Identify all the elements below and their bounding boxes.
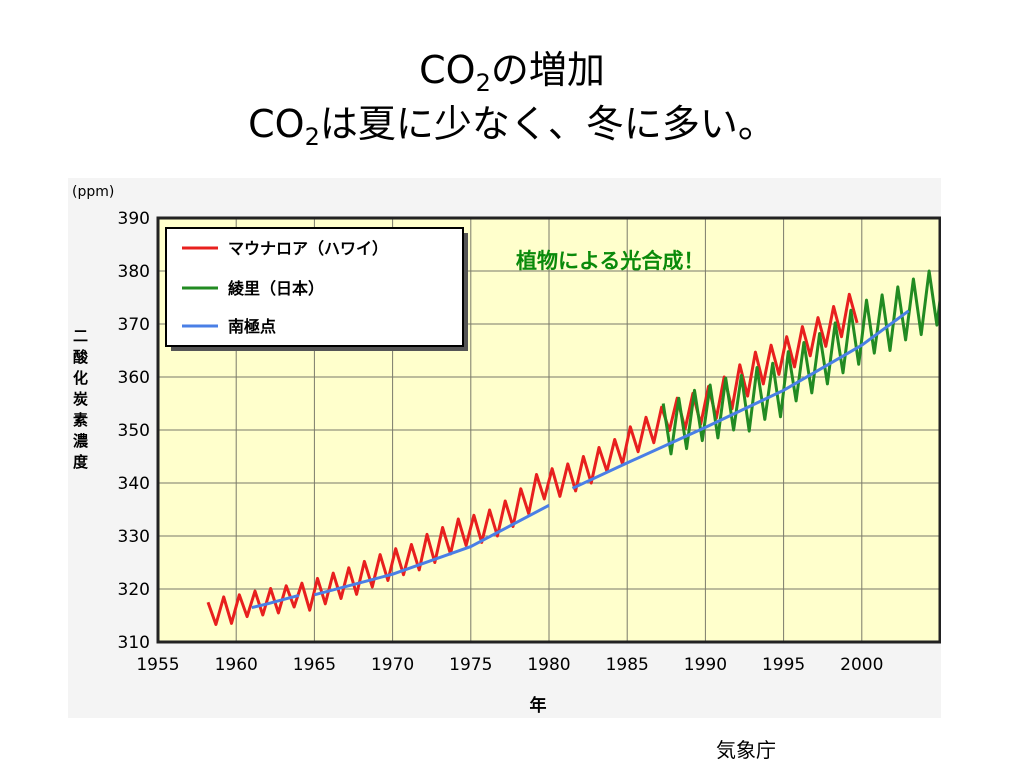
south-pole-line <box>571 309 910 490</box>
y-unit-label: (ppm) <box>72 184 114 200</box>
co2-line-chart: 310 320 330 340 350 360 370 380 390 1955 1960 1965… <box>71 184 941 716</box>
title-subscript: 2 <box>304 123 320 151</box>
legend-label-south-pole: 南極点 <box>228 317 276 336</box>
legend-label-ryori: 綾里（日本） <box>228 279 324 298</box>
title-co-text: CO <box>419 48 476 92</box>
photosynthesis-annotation: 植物による光合成！ <box>516 249 704 273</box>
y-tick-labels: 310 320 330 340 350 360 370 380 390 <box>118 209 150 653</box>
title-suffix-text: の増加 <box>490 48 605 92</box>
x-tick-label: 1975 <box>449 655 492 675</box>
x-tick-label: 1985 <box>606 655 649 675</box>
slide-title-line1: CO2の増加 <box>0 48 1024 97</box>
chart-panel: 310 320 330 340 350 360 370 380 390 1955 1960 1965… <box>68 178 941 718</box>
title-subscript: 2 <box>475 69 491 97</box>
series-lines <box>206 269 941 626</box>
x-tick-label: 1955 <box>136 655 179 675</box>
x-tick-label: 1965 <box>293 655 336 675</box>
x-tick-labels: 1955 1960 1965 1970 1975 1980 1985 1990 1995 2000 <box>136 655 883 675</box>
y-tick-label: 380 <box>118 262 150 282</box>
y-tick-label: 360 <box>118 368 150 388</box>
x-tick-label: 1990 <box>684 655 727 675</box>
mauna-loa-line <box>206 292 859 626</box>
y-tick-label: 340 <box>118 474 150 494</box>
slide-title-line2: CO2は夏に少なく、冬に多い。 <box>0 102 1024 151</box>
source-credit: 気象庁 <box>716 738 776 762</box>
south-pole-line <box>251 593 300 610</box>
y-axis-label: 二酸化炭素濃度 <box>71 328 89 475</box>
x-tick-label: 1980 <box>527 655 570 675</box>
y-tick-label: 320 <box>118 580 150 600</box>
y-tick-label: 330 <box>118 527 150 547</box>
south-pole-line <box>314 503 550 597</box>
title-suffix-text: は夏に少なく、冬に多い。 <box>319 102 776 146</box>
y-tick-label: 370 <box>118 315 150 335</box>
x-tick-label: 1995 <box>762 655 805 675</box>
plot-border <box>156 216 941 644</box>
x-tick-label: 2000 <box>840 655 883 675</box>
ryori-line <box>661 269 941 456</box>
x-axis-label: 年 <box>530 695 547 716</box>
x-tick-label: 1970 <box>371 655 414 675</box>
y-tick-label: 310 <box>118 633 150 653</box>
y-tick-label: 350 <box>118 421 150 441</box>
y-tick-label: 390 <box>118 209 150 229</box>
x-tick-label: 1960 <box>215 655 258 675</box>
legend: マウナロア（ハワイ） 綾里（日本） 南極点 <box>165 227 468 351</box>
title-co-text: CO <box>248 102 305 146</box>
legend-label-mauna-loa: マウナロア（ハワイ） <box>228 239 388 258</box>
